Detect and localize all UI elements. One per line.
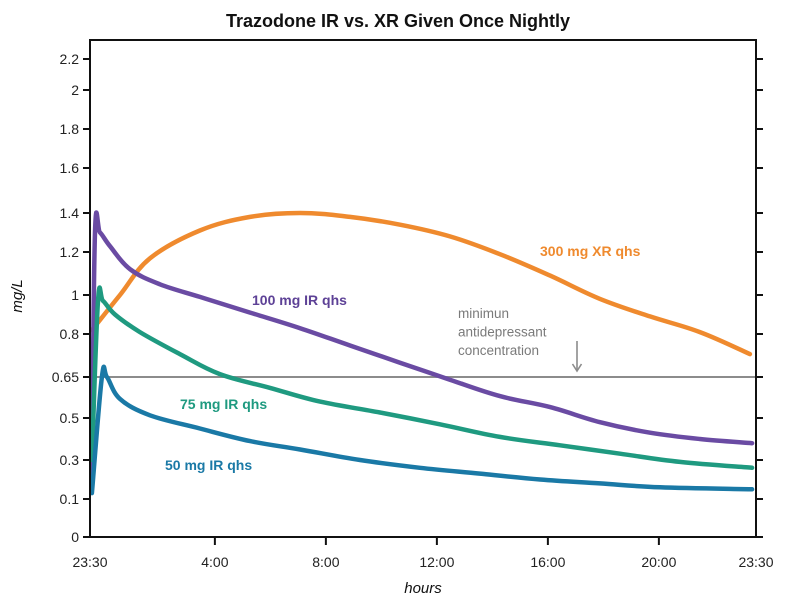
y-axis: 0 0.1 0.3 0.5 0.65 0.8 1 1.2 1.4 1.6 1.8 2 2.2 — [52, 51, 763, 545]
series-line-300-mg-xr-qhs — [89, 210, 753, 357]
reference-note-line: minimun — [458, 306, 509, 321]
series-label-75mg-ir: 75 mg IR qhs — [180, 396, 267, 412]
reference-note-line: concentration — [458, 343, 539, 358]
y-tick-label: 1.6 — [60, 160, 80, 176]
down-arrow-head-icon — [571, 363, 583, 373]
series-labels: 300 mg XR qhs 100 mg IR qhs 75 mg IR qhs… — [165, 243, 641, 473]
y-tick-label: 0.65 — [52, 369, 79, 385]
x-tick-label: 23:30 — [72, 554, 107, 570]
series-line-100-mg-ir-qhs — [89, 210, 755, 478]
chart-title: Trazodone IR vs. XR Given Once Nightly — [226, 11, 570, 31]
y-tick-label: 0 — [71, 529, 79, 545]
series-line-50-mg-ir-qhs — [89, 364, 755, 496]
y-tick-label: 1 — [71, 287, 79, 303]
reference-line-group: minimun antidepressant concentration — [90, 306, 756, 378]
x-tick-label: 8:00 — [312, 554, 339, 570]
x-tick-label: 12:00 — [419, 554, 454, 570]
y-tick-label: 0.8 — [60, 326, 80, 342]
x-axis-title: hours — [404, 580, 442, 597]
x-axis: 23:30 4:00 8:00 12:00 16:00 20:00 23:30 — [72, 537, 774, 570]
x-tick-label: 16:00 — [530, 554, 565, 570]
x-tick-label: 23:30 — [738, 554, 773, 570]
series-line-75-mg-ir-qhs — [89, 285, 755, 471]
x-tick-label: 20:00 — [641, 554, 676, 570]
y-tick-label: 1.4 — [60, 205, 80, 221]
plot-frame — [89, 39, 757, 538]
y-tick-label: 2.2 — [60, 51, 80, 67]
reference-note-line: antidepressant — [458, 325, 547, 340]
series-label-100mg-ir: 100 mg IR qhs — [252, 292, 347, 308]
series-label-50mg-ir: 50 mg IR qhs — [165, 457, 252, 473]
y-tick-label: 0.1 — [60, 491, 80, 507]
series-label-300mg-xr: 300 mg XR qhs — [540, 243, 641, 259]
y-tick-label: 0.3 — [60, 452, 80, 468]
y-axis-title: mg/L — [9, 279, 26, 312]
y-tick-label: 2 — [71, 82, 79, 98]
y-tick-label: 1.2 — [60, 244, 80, 260]
x-tick-label: 4:00 — [201, 554, 228, 570]
series-group — [89, 210, 755, 496]
y-tick-label: 1.8 — [60, 121, 80, 137]
y-tick-label: 0.5 — [60, 410, 80, 426]
